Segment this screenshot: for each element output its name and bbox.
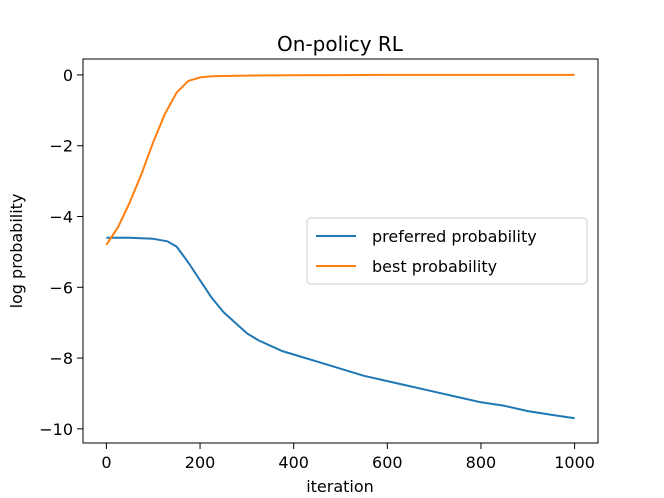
x-axis-ticks: 0 200 400 600 800 1000: [101, 443, 595, 472]
y-tick-label: −4: [49, 207, 73, 226]
legend-label-best: best probability: [372, 257, 497, 276]
y-tick-label: 0: [63, 66, 73, 85]
legend: preferred probability best probability: [306, 217, 588, 285]
series-line-preferred: [106, 236, 575, 420]
y-tick-label: −2: [49, 137, 73, 156]
chart-title: On-policy RL: [277, 32, 404, 56]
y-tick-label: −8: [49, 349, 73, 368]
x-tick-label: 600: [372, 453, 403, 472]
x-tick-label: 1000: [554, 453, 595, 472]
y-axis-label: log probability: [7, 194, 26, 309]
y-tick-label: −10: [39, 420, 73, 439]
x-tick-label: 800: [466, 453, 497, 472]
y-tick-label: −6: [49, 278, 73, 297]
plot-area: [82, 58, 599, 444]
x-axis-label: iteration: [306, 477, 374, 496]
x-tick-label: 400: [278, 453, 309, 472]
series-group: [105, 73, 575, 420]
y-axis-ticks: 0 −2 −4 −6 −8 −10: [39, 66, 83, 439]
series-line-best: [105, 73, 575, 246]
legend-frame: [306, 217, 588, 285]
legend-label-preferred: preferred probability: [372, 227, 537, 246]
plot-frame: [82, 58, 599, 444]
x-tick-label: 0: [101, 453, 111, 472]
x-tick-label: 200: [185, 453, 216, 472]
